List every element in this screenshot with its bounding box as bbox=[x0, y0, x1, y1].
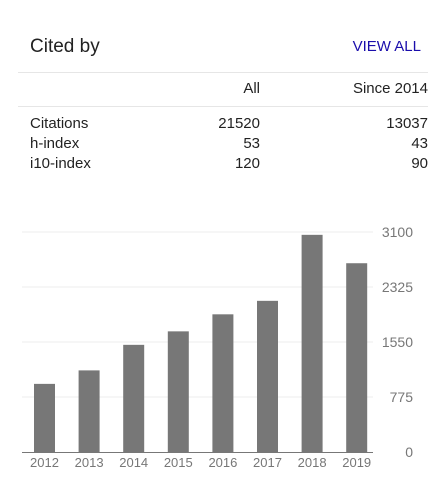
x-tick-label-2018: 2018 bbox=[298, 455, 327, 470]
i10-index-all: 120 bbox=[234, 155, 260, 172]
view-all-link[interactable]: VIEW ALL bbox=[352, 38, 421, 55]
x-tick-label-2015: 2015 bbox=[164, 455, 193, 470]
bar-2016[interactable] bbox=[212, 314, 234, 452]
x-tick-label-2013: 2013 bbox=[75, 455, 104, 470]
x-tick-label-2012: 2012 bbox=[30, 455, 59, 470]
bar-2019[interactable] bbox=[346, 263, 368, 452]
bar-2015[interactable] bbox=[167, 331, 189, 452]
bar-2018[interactable] bbox=[301, 234, 323, 452]
section-title: Cited by bbox=[30, 36, 100, 57]
x-tick-label-2016: 2016 bbox=[208, 455, 237, 470]
cited-by-header: Cited by VIEW ALL bbox=[0, 0, 446, 72]
h-index-all: 53 bbox=[243, 135, 260, 152]
y-tick-label: 1550 bbox=[382, 334, 413, 350]
x-tick-label-2017: 2017 bbox=[253, 455, 282, 470]
column-header-since-2014: Since 2014 bbox=[352, 80, 428, 97]
x-tick-label-2019: 2019 bbox=[342, 455, 371, 470]
row-label-citations: Citations bbox=[30, 115, 89, 132]
column-header-all: All bbox=[243, 80, 260, 97]
row-label-i10-index: i10-index bbox=[30, 155, 91, 172]
y-tick-label: 775 bbox=[390, 389, 414, 405]
x-tick-label-2014: 2014 bbox=[119, 455, 148, 470]
bar-2013[interactable] bbox=[78, 370, 100, 452]
row-label-h-index: h-index bbox=[30, 135, 80, 152]
citations-all: 21520 bbox=[218, 115, 260, 132]
y-tick-label: 0 bbox=[405, 444, 413, 460]
citations-since: 13037 bbox=[386, 115, 428, 132]
y-tick-label: 3100 bbox=[382, 224, 413, 240]
h-index-since: 43 bbox=[411, 135, 428, 152]
y-tick-label: 2325 bbox=[382, 279, 413, 295]
divider bbox=[18, 72, 428, 73]
bar-2014[interactable] bbox=[123, 344, 145, 452]
i10-index-since: 90 bbox=[411, 155, 428, 172]
bar-2012[interactable] bbox=[34, 383, 55, 452]
bar-2017[interactable] bbox=[257, 300, 278, 452]
divider bbox=[18, 106, 428, 107]
